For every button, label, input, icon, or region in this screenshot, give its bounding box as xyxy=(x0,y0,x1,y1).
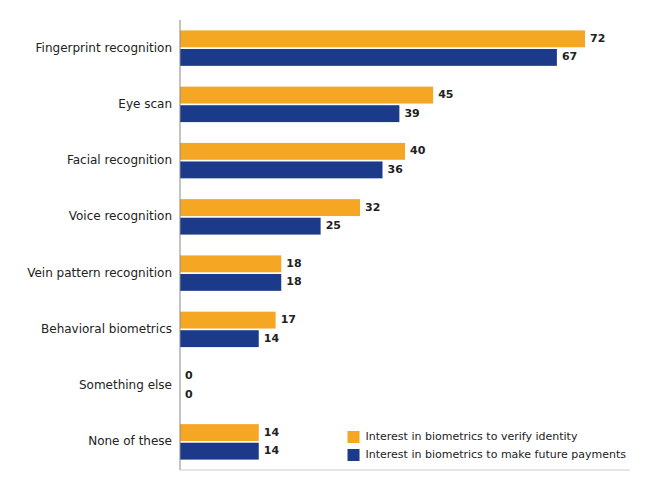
data-label: 36 xyxy=(388,163,404,176)
data-label: 39 xyxy=(404,107,419,120)
y-tick-label: None of these xyxy=(88,434,172,448)
bar xyxy=(180,30,585,47)
bar xyxy=(180,87,433,104)
y-tick-label: Behavioral biometrics xyxy=(41,322,172,336)
bar xyxy=(180,49,557,66)
data-label: 32 xyxy=(365,201,380,214)
y-tick-label: Eye scan xyxy=(118,97,172,111)
bar xyxy=(180,255,281,272)
legend: Interest in biometrics to verify identit… xyxy=(348,430,627,461)
bar xyxy=(180,274,281,291)
data-label: 45 xyxy=(438,88,453,101)
y-tick-label: Vein pattern recognition xyxy=(27,266,172,280)
chart: Fingerprint recognition Eye scan Facial re… xyxy=(0,0,670,500)
bar xyxy=(180,199,360,216)
data-label: 40 xyxy=(410,144,426,157)
data-label: 14 xyxy=(264,444,280,457)
bar xyxy=(180,424,259,441)
data-label: 67 xyxy=(562,50,577,63)
bar xyxy=(180,143,405,160)
y-tick-label: Fingerprint recognition xyxy=(36,41,172,55)
y-axis xyxy=(180,20,181,470)
bar xyxy=(180,161,383,178)
data-label: 0 xyxy=(185,388,193,401)
data-label: 25 xyxy=(326,219,341,232)
data-label: 14 xyxy=(264,426,280,439)
bar xyxy=(180,330,259,347)
bar xyxy=(180,105,399,122)
bar xyxy=(180,218,321,235)
y-tick-label: Something else xyxy=(79,378,172,392)
y-tick-label: Facial recognition xyxy=(67,153,172,167)
legend-swatch xyxy=(348,449,360,461)
data-label: 18 xyxy=(286,275,301,288)
data-label: 0 xyxy=(185,369,193,382)
legend-label: Interest in biometrics to verify identit… xyxy=(366,430,578,443)
data-label: 72 xyxy=(590,32,605,45)
y-tick-label: Voice recognition xyxy=(69,209,172,223)
data-label: 18 xyxy=(286,257,301,270)
bar xyxy=(180,443,259,460)
legend-label: Interest in biometrics to make future pa… xyxy=(366,448,627,461)
data-label: 17 xyxy=(281,313,296,326)
legend-swatch xyxy=(348,431,360,443)
data-label: 14 xyxy=(264,332,280,345)
bar xyxy=(180,312,276,329)
x-axis xyxy=(180,470,630,471)
bars xyxy=(180,30,585,459)
